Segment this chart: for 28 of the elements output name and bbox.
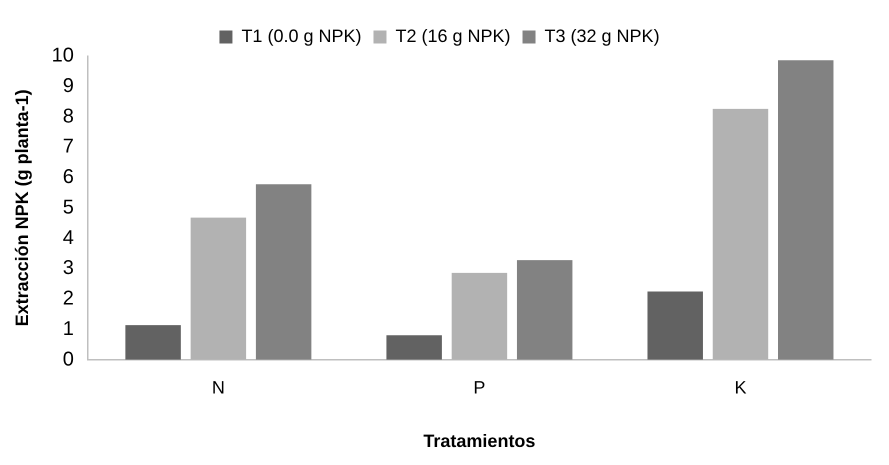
bar [386,335,442,360]
y-tick-label: 10 [52,44,74,67]
legend-label: T3 (32 g NPK) [544,26,660,46]
y-tick-label: 0 [62,348,74,370]
x-axis-title: Tratamientos [423,431,536,452]
legend-label: T2 (16 g NPK) [395,26,511,46]
bar [452,272,508,360]
bar [256,184,312,360]
y-axis-title: Extracción NPK (g planta-1) [12,89,32,326]
y-tick-label: 8 [62,105,74,128]
legend-label: T1 (0.0 g NPK) [241,26,362,46]
y-tick-label: 5 [62,196,74,218]
y-tick-label: 4 [62,226,74,249]
x-tick-label: N [212,378,225,398]
bar [647,291,703,360]
y-tick-label: 2 [62,288,74,310]
bar [778,60,834,360]
y-tick-label: 6 [62,166,74,188]
y-tick-label: 7 [62,136,74,158]
x-tick-label: K [734,378,746,398]
x-tick-label: P [473,378,486,398]
bar [190,218,246,360]
bar [516,260,572,360]
bar [125,325,181,360]
y-tick-label: 9 [62,74,74,97]
bar [712,108,768,360]
y-tick-label: 1 [62,318,74,340]
y-tick-label: 3 [62,257,74,280]
